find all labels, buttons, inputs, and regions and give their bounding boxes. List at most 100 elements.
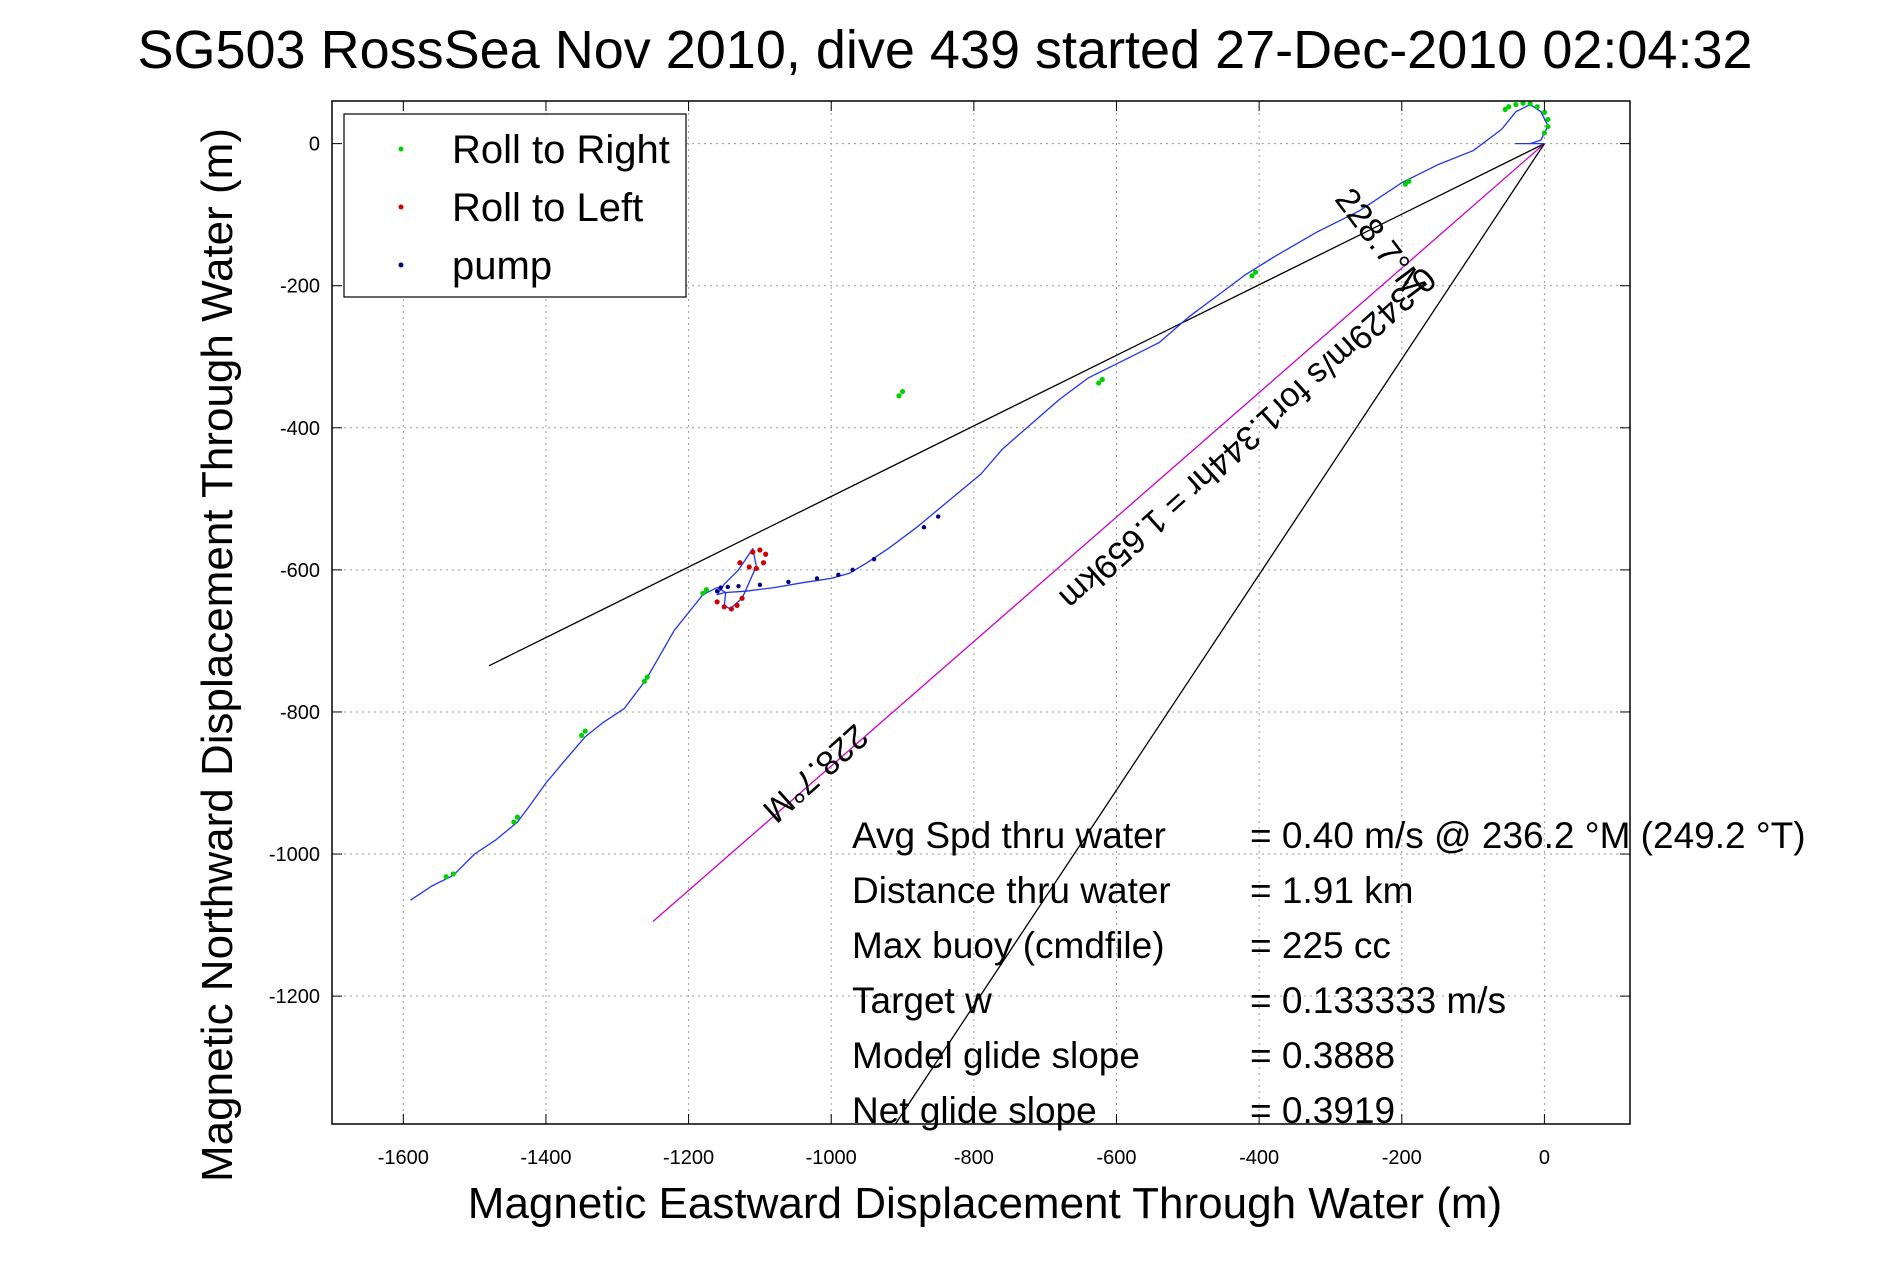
heading-ray [488, 143, 1545, 667]
roll-right-point [644, 674, 650, 680]
roll-left-point [763, 551, 769, 557]
roll-right-point [582, 728, 588, 734]
roll-right-point [1249, 273, 1255, 279]
pump-point [814, 576, 820, 581]
info-row-value: = 1.91 km [1250, 870, 1414, 911]
roll-right-point [1513, 101, 1519, 108]
grid [332, 101, 1630, 1124]
x-tick-label: -600 [1096, 1147, 1136, 1169]
x-tick-label: -1600 [378, 1147, 429, 1169]
pump-point [850, 567, 855, 573]
roll-right-point [896, 393, 902, 399]
x-axis-label: Magnetic Eastward Displacement Through W… [468, 1179, 1502, 1228]
y-tick-label: -1000 [269, 844, 320, 866]
roll-right-point [700, 590, 706, 596]
roll-right-point [579, 732, 585, 739]
roll-left-point [746, 564, 752, 570]
roll-right-point [1545, 116, 1551, 123]
roll-right-point [1545, 123, 1551, 130]
roll-right-point [514, 814, 521, 820]
heading-ray [894, 143, 1545, 1125]
roll-right-point [1099, 376, 1105, 383]
info-row-label: Target w [852, 980, 992, 1021]
roll-left-point [750, 549, 756, 555]
info-row-label: Max buoy (cmdfile) [852, 925, 1165, 966]
pump-point [725, 584, 731, 590]
legend-label-roll-left: Roll to Left [452, 186, 643, 230]
roll-left-point [753, 565, 759, 572]
y-tick-label: 0 [309, 134, 320, 156]
y-tick-label: -600 [280, 560, 320, 582]
info-row-value: = 0.3888 [1250, 1035, 1395, 1076]
x-tick-label: -800 [954, 1147, 994, 1169]
legend-label-roll-right: Roll to Right [452, 128, 670, 172]
marker-points [443, 100, 1551, 880]
roll-left-point [760, 560, 767, 566]
roll-right-point [1406, 178, 1412, 184]
roll-right-point [1252, 269, 1259, 275]
pump-point [714, 588, 720, 594]
info-row-value: = 0.40 m/s @ 236.2 °M (249.2 °T) [1250, 815, 1806, 856]
roll-left-point [737, 560, 743, 566]
info-row-value: = 225 cc [1250, 925, 1391, 966]
legend-label-pump: pump [452, 244, 552, 288]
pump-point [836, 572, 841, 578]
heading-ray [652, 143, 1545, 923]
y-axis-label: Magnetic Northward Displacement Through … [193, 128, 242, 1182]
y-tick-label: -400 [280, 418, 320, 440]
pump-point [871, 557, 877, 562]
pump-point [757, 582, 763, 587]
x-tick-label: -1200 [663, 1147, 714, 1169]
x-tick-label: -1000 [806, 1147, 857, 1169]
y-tick-label: -800 [280, 702, 320, 724]
info-block: Avg Spd thru water = 0.40 m/s @ 236.2 °M … [852, 815, 1806, 1131]
roll-left-point [721, 604, 727, 610]
roll-right-point [1506, 104, 1512, 110]
info-row-label: Model glide slope [852, 1035, 1140, 1076]
roll-right-point [1402, 181, 1408, 187]
pump-point [786, 579, 791, 585]
info-row-label: Distance thru water [852, 870, 1171, 911]
x-tick-label: -200 [1382, 1147, 1422, 1169]
info-row-value: = 0.133333 m/s [1250, 980, 1506, 1021]
chart-title: SG503 RossSea Nov 2010, dive 439 started… [137, 20, 1752, 80]
info-row-value: = 0.3919 [1250, 1090, 1395, 1131]
y-tick-label: -200 [280, 276, 320, 298]
roll-left-point [714, 599, 720, 605]
roll-right-point [641, 678, 647, 685]
y-tick-label: -1200 [269, 986, 320, 1008]
roll-right-point [511, 819, 517, 825]
legend-marker-roll-right [398, 146, 404, 152]
legend-marker-roll-left [398, 204, 404, 210]
info-row-label: Net glide slope [852, 1090, 1097, 1131]
pump-point [921, 525, 927, 530]
roll-right-point [1534, 104, 1540, 110]
roll-right-point [1541, 109, 1548, 115]
roll-right-point [1527, 101, 1533, 107]
roll-right-point [899, 388, 906, 395]
legend-marker-pump [398, 262, 404, 268]
roll-left-point [739, 595, 745, 601]
x-tick-label: -400 [1239, 1147, 1279, 1169]
roll-right-point [450, 871, 456, 877]
roll-left-point [728, 606, 734, 612]
roll-right-point [703, 587, 710, 593]
roll-right-point [1502, 106, 1508, 113]
pump-point [718, 585, 723, 590]
roll-right-point [1520, 100, 1526, 106]
x-tick-label: -1400 [520, 1147, 571, 1169]
pump-point [936, 514, 941, 519]
pump-point [736, 584, 741, 589]
axes-frame [331, 100, 1631, 1125]
heading-rays [488, 143, 1545, 1125]
roll-right-point [1541, 130, 1548, 136]
x-tick-label: 0 [1539, 1147, 1550, 1169]
roll-left-point [757, 547, 763, 553]
roll-right-point [443, 874, 449, 880]
legend: Roll to Right Roll to Left pump [343, 113, 687, 298]
info-row-label: Avg Spd thru water [852, 815, 1166, 856]
axis-ticks: -1600 -1400 -1200 -1000 -800 -600 -400 -200 0 0 -2… [269, 101, 1630, 1169]
roll-right-point [1096, 380, 1102, 386]
roll-left-point [734, 602, 740, 608]
